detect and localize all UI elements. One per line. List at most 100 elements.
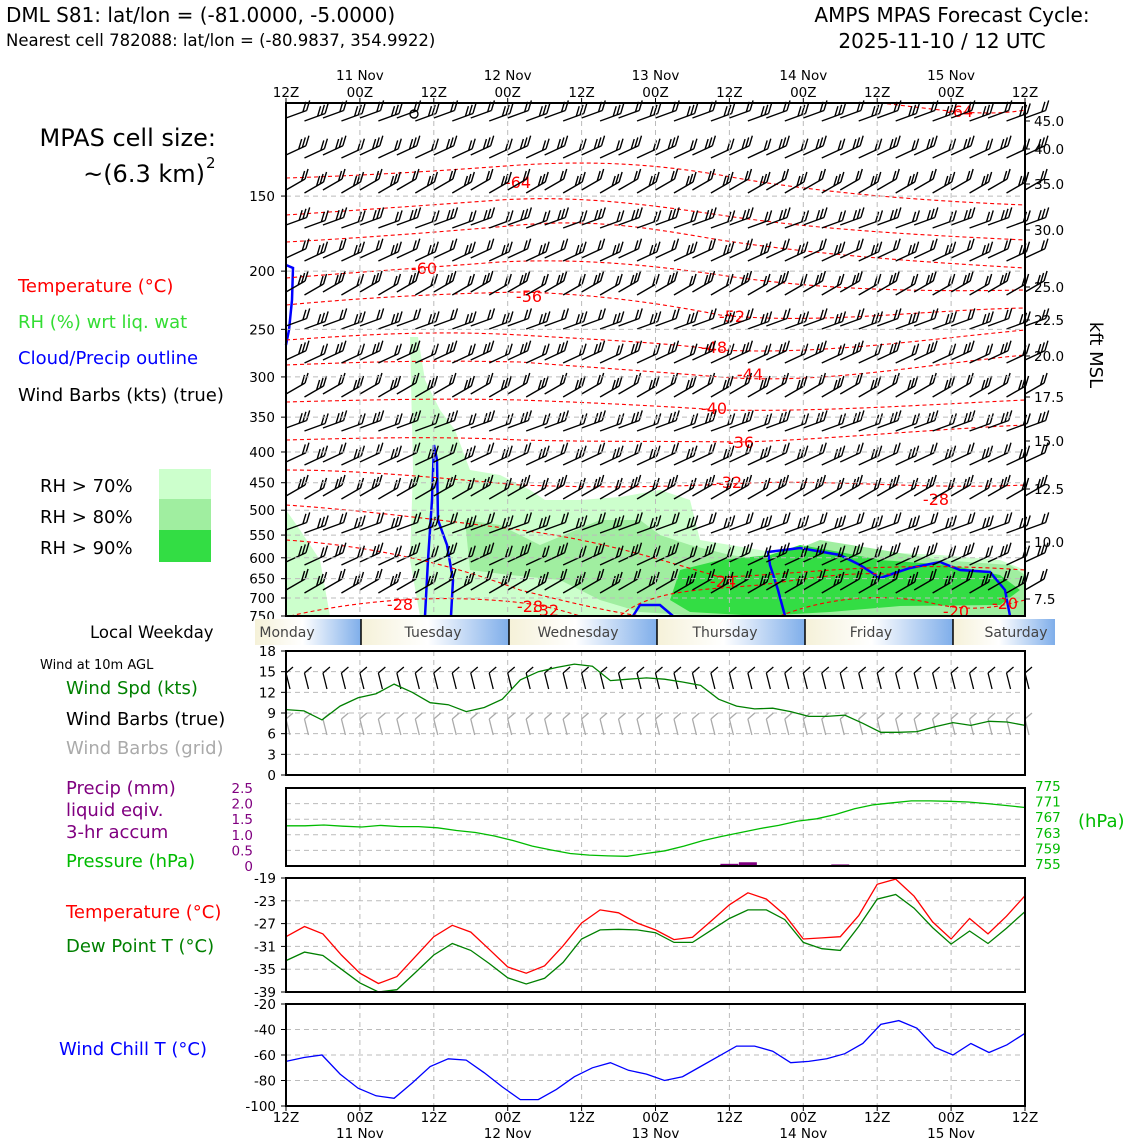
wind-barb-flag	[379, 340, 384, 351]
wind-barb-flag	[804, 343, 809, 354]
surface-wind-barb-grid	[580, 712, 590, 736]
wind-barb-flag	[452, 474, 457, 486]
wind-barb	[599, 571, 623, 594]
wind-barb-flag	[657, 210, 662, 221]
wind-barb-flag	[541, 547, 547, 558]
wind-barb-flag	[870, 448, 876, 460]
wind-barb	[599, 171, 623, 194]
wind-barb-flag	[688, 479, 694, 491]
windchill-panel-ytick: -100	[245, 1099, 276, 1115]
wind-barb-flag	[306, 100, 311, 111]
wind-barb-flag	[467, 547, 473, 558]
wind-barb-flag	[353, 106, 359, 117]
local-weekday-label: Local Weekday	[90, 623, 214, 642]
wind-barb-flag	[971, 207, 976, 218]
wind-barb-flag	[895, 474, 900, 486]
wind-barb-flag	[616, 414, 621, 426]
wind-barb	[839, 542, 864, 563]
height-tick: 22.5	[1034, 313, 1064, 329]
wind-barb	[599, 545, 624, 566]
wind-barb-flag	[490, 542, 495, 553]
wind-barb	[839, 238, 864, 259]
pressure-ytick: 763	[1035, 826, 1061, 842]
temp-panel-ytick: -23	[254, 894, 276, 910]
wind-barb-flag	[764, 516, 769, 528]
wind-barb-flag	[379, 238, 384, 249]
wind-barb-flag	[371, 545, 377, 557]
wind-barb	[359, 442, 384, 463]
wind-barb-flag	[855, 374, 860, 386]
wind-barb-flag	[951, 375, 956, 387]
wind-barb-flag	[712, 207, 717, 218]
wind-barb-flag	[599, 568, 605, 580]
wind-barb-flag	[522, 272, 527, 284]
wind-barb-flag	[600, 442, 606, 453]
wind-barb-flag	[708, 137, 713, 148]
kft-msl-label: kft MSL	[1085, 322, 1106, 388]
surface-wind-barb-true	[802, 666, 811, 690]
wind-barb-flag	[522, 374, 527, 386]
wind-barb-flag	[673, 474, 679, 486]
wind-barb-flag	[449, 137, 454, 148]
wind-barb-flag	[748, 238, 754, 249]
wind-barb-flag	[675, 410, 680, 421]
wind-barb	[969, 343, 994, 364]
wind-barb	[581, 168, 605, 191]
wind-barb	[470, 135, 495, 156]
wind-barb-flag	[398, 103, 403, 114]
wind-barb	[913, 308, 939, 327]
wind-barb-flag	[914, 343, 920, 354]
temperature-label: -40	[701, 399, 727, 418]
wind-barb-flag	[486, 444, 491, 455]
wind-barb-flag	[858, 270, 863, 282]
wind-barb-flag	[710, 568, 716, 580]
wind-barb-flag	[951, 171, 956, 183]
wind-barb-flag	[611, 379, 616, 391]
wind-barb	[895, 210, 921, 229]
wind-barb	[876, 442, 901, 463]
wind-barb-flag	[316, 106, 322, 117]
wind-barb	[932, 375, 956, 398]
wind-barb	[618, 168, 642, 191]
wind-barb-flag	[526, 340, 532, 351]
wind-barb-flag	[306, 207, 311, 218]
wind-barb-flag	[507, 171, 512, 183]
wind-barb	[599, 103, 625, 122]
wind-barb-flag	[583, 103, 588, 114]
wind-barb-flag	[415, 270, 420, 282]
wind-barb	[433, 474, 457, 497]
wind-barb-flag	[619, 545, 624, 556]
wind-barb-flag	[1045, 207, 1050, 218]
wind-barb-flag	[841, 413, 847, 424]
wind-barb-flag	[449, 342, 454, 353]
wind-barb-flag	[409, 210, 414, 221]
wind-barb	[507, 542, 532, 563]
wind-barb-flag	[306, 410, 311, 421]
wind-barb	[599, 210, 625, 229]
windchill-label: Wind Chill T (°C)	[59, 1039, 207, 1060]
wind-barb	[876, 410, 902, 429]
wind-barb	[562, 571, 586, 594]
wind-barb-flag	[730, 138, 735, 149]
wind-barb-flag	[452, 168, 457, 180]
wind-barb-flag	[819, 513, 824, 525]
wind-barb	[950, 372, 974, 395]
wind-barb-flag	[468, 414, 473, 426]
wind-barb-flag	[747, 372, 753, 384]
wind-barb	[987, 135, 1012, 156]
wind-barb-flag	[501, 106, 507, 117]
wind-barb-flag	[508, 545, 513, 556]
wind-barb-flag	[804, 241, 809, 252]
pressure-label: Pressure (hPa)	[66, 851, 195, 872]
wind-barb-flag	[357, 243, 362, 254]
wind-barb-flag	[522, 170, 527, 182]
wind-barb-flag	[985, 414, 991, 426]
wind-barb	[415, 103, 440, 122]
wind-barb-flag	[1006, 372, 1011, 384]
wind-barb	[1024, 207, 1050, 226]
wind-barb-flag	[360, 343, 366, 354]
pressure-tick: 500	[249, 503, 275, 519]
wind-barb-flag	[1024, 477, 1030, 489]
wind-barb-flag	[393, 173, 398, 185]
temperature-contour	[285, 424, 1026, 443]
